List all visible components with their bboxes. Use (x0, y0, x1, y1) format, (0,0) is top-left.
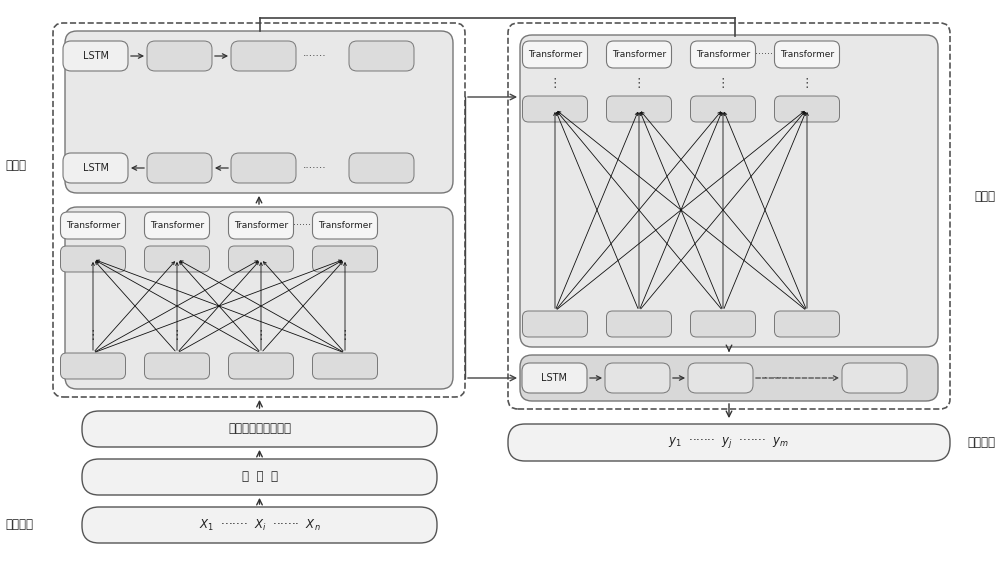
FancyBboxPatch shape (312, 353, 378, 379)
FancyBboxPatch shape (228, 353, 293, 379)
Text: 解码器: 解码器 (974, 190, 995, 203)
FancyBboxPatch shape (774, 96, 840, 122)
FancyBboxPatch shape (228, 246, 293, 272)
FancyBboxPatch shape (312, 212, 378, 239)
FancyBboxPatch shape (688, 363, 753, 393)
FancyBboxPatch shape (231, 41, 296, 71)
Text: ⋮: ⋮ (171, 329, 183, 342)
FancyBboxPatch shape (349, 41, 414, 71)
FancyBboxPatch shape (82, 411, 437, 447)
Text: 自适应位置编码机制: 自适应位置编码机制 (228, 422, 291, 435)
Text: 编辑器: 编辑器 (5, 159, 26, 172)
FancyBboxPatch shape (774, 311, 840, 337)
Text: Transformer: Transformer (528, 50, 582, 59)
Text: $X_1$  ·······  $X_i$  ·······  $X_n$: $X_1$ ······· $X_i$ ······· $X_n$ (199, 517, 320, 532)
Text: ·······: ······· (755, 49, 776, 59)
Text: ⋮: ⋮ (87, 329, 99, 342)
FancyBboxPatch shape (82, 507, 437, 543)
FancyBboxPatch shape (605, 363, 670, 393)
FancyBboxPatch shape (147, 41, 212, 71)
Text: LSTM: LSTM (82, 51, 108, 61)
Text: 嵌  入  层: 嵌 入 层 (242, 471, 278, 484)
FancyBboxPatch shape (606, 41, 672, 68)
Text: ⋮: ⋮ (255, 329, 267, 342)
FancyBboxPatch shape (60, 353, 126, 379)
FancyBboxPatch shape (522, 363, 587, 393)
FancyBboxPatch shape (144, 353, 210, 379)
Text: Transformer: Transformer (696, 50, 750, 59)
Text: 输出序列: 输出序列 (967, 436, 995, 449)
Text: 输入序列: 输入序列 (5, 518, 33, 531)
FancyBboxPatch shape (690, 311, 756, 337)
FancyBboxPatch shape (606, 96, 672, 122)
FancyBboxPatch shape (65, 207, 453, 389)
Text: Transformer: Transformer (612, 50, 666, 59)
Text: ·  ···  ·: · ··· · (764, 373, 792, 383)
FancyBboxPatch shape (606, 311, 672, 337)
FancyBboxPatch shape (228, 212, 293, 239)
FancyBboxPatch shape (60, 246, 126, 272)
Text: LSTM: LSTM (542, 373, 568, 383)
Text: Transformer: Transformer (780, 50, 834, 59)
FancyBboxPatch shape (65, 31, 453, 193)
Text: ·······: ······· (303, 163, 327, 173)
FancyBboxPatch shape (842, 363, 907, 393)
FancyBboxPatch shape (82, 459, 437, 495)
FancyBboxPatch shape (690, 41, 756, 68)
FancyBboxPatch shape (60, 212, 126, 239)
FancyBboxPatch shape (63, 153, 128, 183)
FancyBboxPatch shape (522, 311, 588, 337)
FancyBboxPatch shape (520, 355, 938, 401)
Text: Transformer: Transformer (66, 221, 120, 230)
Text: LSTM: LSTM (82, 163, 108, 173)
Text: ·······: ······· (293, 220, 314, 231)
Text: ⋮: ⋮ (717, 76, 729, 90)
FancyBboxPatch shape (144, 246, 210, 272)
FancyBboxPatch shape (774, 41, 840, 68)
Text: $y_1$  ·······  $y_j$  ·······  $y_m$: $y_1$ ······· $y_j$ ······· $y_m$ (668, 435, 790, 450)
FancyBboxPatch shape (63, 41, 128, 71)
FancyBboxPatch shape (231, 153, 296, 183)
Text: Transformer: Transformer (234, 221, 288, 230)
FancyBboxPatch shape (522, 96, 588, 122)
Text: ⋮: ⋮ (801, 76, 813, 90)
Text: ·······: ······· (303, 51, 327, 61)
FancyBboxPatch shape (522, 41, 588, 68)
FancyBboxPatch shape (690, 96, 756, 122)
FancyBboxPatch shape (312, 246, 378, 272)
FancyBboxPatch shape (147, 153, 212, 183)
FancyBboxPatch shape (349, 153, 414, 183)
Text: Transformer: Transformer (150, 221, 204, 230)
FancyBboxPatch shape (520, 35, 938, 347)
Text: ⋮: ⋮ (339, 329, 351, 342)
FancyBboxPatch shape (144, 212, 210, 239)
Text: ⋮: ⋮ (549, 76, 561, 90)
Text: Transformer: Transformer (318, 221, 372, 230)
Text: ⋮: ⋮ (633, 76, 645, 90)
FancyBboxPatch shape (508, 424, 950, 461)
